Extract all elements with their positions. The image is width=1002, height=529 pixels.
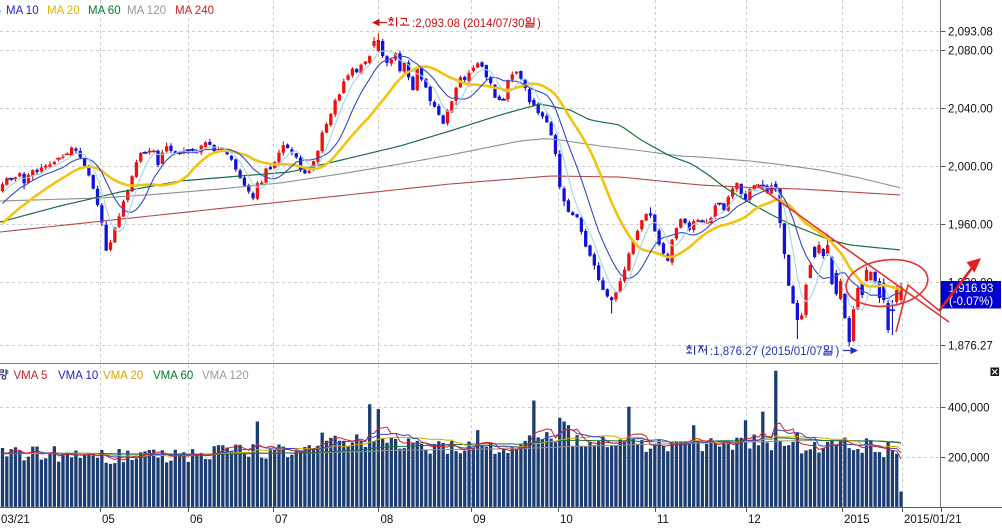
svg-text:VMA 120: VMA 120 [202, 370, 249, 382]
svg-text:): ) [836, 346, 840, 358]
svg-text:400,000: 400,000 [948, 403, 990, 415]
svg-text::1,876.27 (2015/01/07: :1,876.27 (2015/01/07 [710, 346, 823, 358]
svg-text:2,000.00: 2,000.00 [948, 162, 993, 174]
svg-text:2,080.00: 2,080.00 [948, 46, 993, 58]
svg-text:VMA 10: VMA 10 [58, 370, 98, 382]
svg-text:VMA 60: VMA 60 [153, 370, 193, 382]
svg-text:VMA 20: VMA 20 [103, 370, 143, 382]
svg-text:09: 09 [473, 514, 486, 526]
svg-text:2015: 2015 [844, 514, 870, 526]
svg-text:10: 10 [560, 514, 573, 526]
svg-text:MA 120: MA 120 [127, 5, 166, 17]
svg-text:MA 240: MA 240 [175, 5, 214, 17]
svg-text:08: 08 [381, 514, 394, 526]
svg-text:2015/01/21: 2015/01/21 [904, 514, 962, 526]
svg-text:): ) [537, 18, 541, 30]
svg-text:2,093.08: 2,093.08 [948, 27, 993, 39]
svg-text:MA 20: MA 20 [47, 5, 80, 17]
svg-text:MA 5: MA 5 [0, 5, 1, 17]
svg-text:07: 07 [275, 514, 288, 526]
svg-text:06: 06 [190, 514, 203, 526]
svg-text:1,876.27: 1,876.27 [948, 341, 993, 353]
svg-text:12: 12 [748, 514, 761, 526]
svg-text:MA 60: MA 60 [88, 5, 121, 17]
svg-text:200,000: 200,000 [948, 453, 990, 465]
svg-text:(-0.07%): (-0.07%) [949, 296, 993, 308]
svg-text::2,093.08 (2014/07/30: :2,093.08 (2014/07/30 [412, 18, 525, 30]
svg-text:1,960.00: 1,960.00 [948, 220, 993, 232]
svg-text:2,040.00: 2,040.00 [948, 104, 993, 116]
svg-text:11: 11 [657, 514, 669, 526]
svg-text:VMA 5: VMA 5 [14, 370, 48, 382]
svg-text:MA 10: MA 10 [6, 5, 39, 17]
svg-text:03/21: 03/21 [1, 514, 30, 526]
svg-text:05: 05 [102, 514, 115, 526]
